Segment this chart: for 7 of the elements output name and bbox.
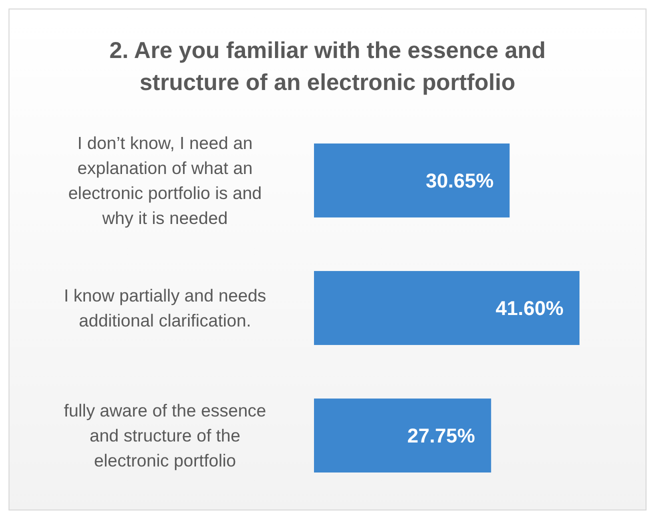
chart-title: 2. Are you familiar with the essence and structure of an electronic portfolio [109,37,546,95]
y-tick-label: I don’t know, I need an explanation of what an electronic portfolio is and why it is needed [68,133,262,228]
data-label: 41.60% [496,298,564,320]
y-tick-label: I know partially and needs additional clarification. [64,286,266,331]
data-label: 30.65% [426,170,494,192]
data-label: 27.75% [407,426,476,448]
y-tick-label: fully aware of the essence and structure of the electronic portfolio [64,400,266,471]
